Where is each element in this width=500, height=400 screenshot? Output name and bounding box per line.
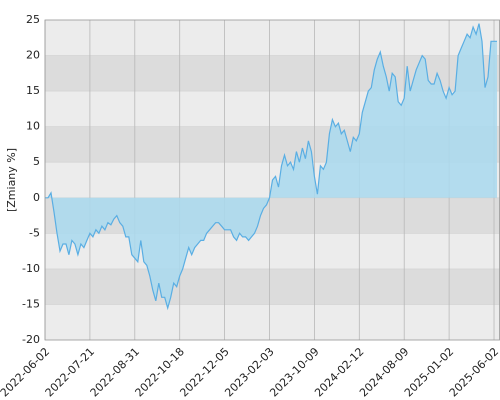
band [45,304,500,340]
y-tick-label: 25 [26,13,40,26]
band [45,233,500,269]
y-tick-label: -5 [29,226,40,239]
y-tick-label: 20 [26,49,40,62]
band [45,20,500,56]
y-tick-label: 15 [26,84,40,97]
y-tick-label: -10 [22,262,40,275]
area-fill [45,23,497,308]
y-tick-label: 10 [26,120,40,133]
y-tick-label: -15 [22,297,40,310]
y-axis-label: [Zmiany %] [5,148,18,212]
y-tick-label: -20 [22,333,40,346]
y-tick-label: 0 [33,191,40,204]
y-tick-label: 5 [33,155,40,168]
band [45,268,500,305]
line [45,23,497,311]
